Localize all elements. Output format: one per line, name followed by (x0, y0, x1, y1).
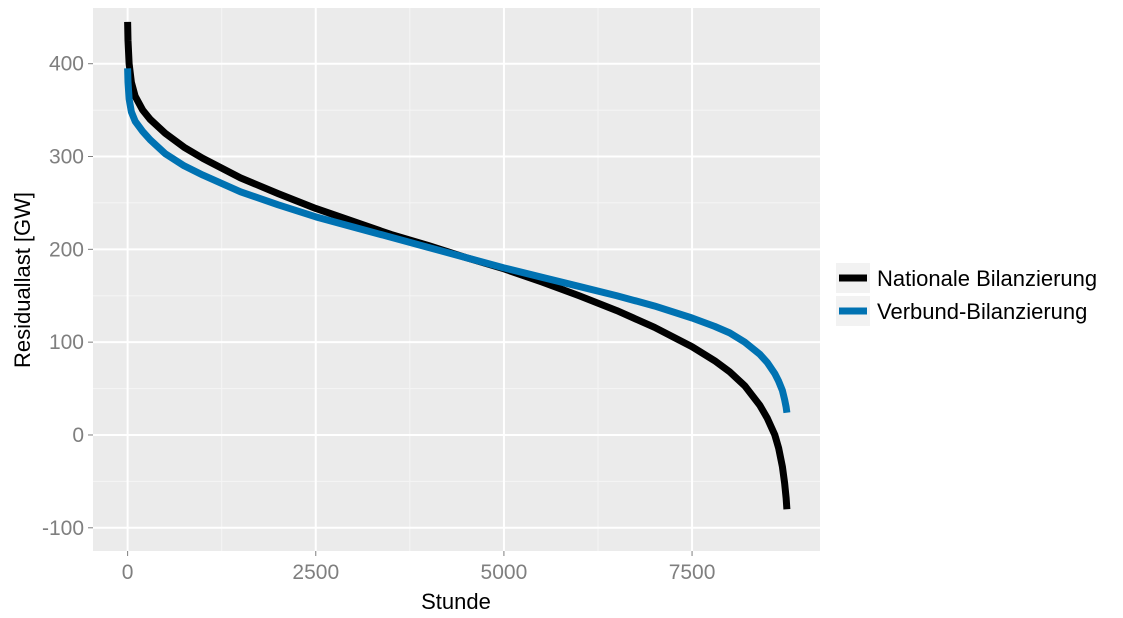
y-tick-label: -100 (42, 517, 84, 540)
legend: Nationale Bilanzierung Verbund-Bilanzieru… (836, 263, 1097, 326)
x-tick-label: 7500 (669, 561, 716, 584)
y-tick-label: 200 (49, 238, 84, 261)
y-tick-label: 300 (49, 146, 84, 169)
x-tick-label: 2500 (292, 561, 339, 584)
x-axis-title: Stunde (421, 589, 491, 613)
plot-panel (93, 8, 820, 551)
y-tick-label: 100 (49, 331, 84, 354)
y-tick-label: 400 (49, 53, 84, 76)
series-line-2 (124, 68, 791, 414)
y-tick-label: 0 (72, 424, 84, 447)
series-lines (124, 21, 791, 510)
legend-label: Nationale Bilanzierung (877, 266, 1097, 291)
grid-lines (93, 8, 820, 551)
legend-label: Verbund-Bilanzierung (877, 299, 1087, 324)
x-tick-label: 5000 (481, 561, 528, 584)
x-axis-ticks: 0 2500 5000 7500 (122, 551, 716, 584)
x-tick-label: 0 (122, 561, 134, 584)
y-axis-ticks: -100 0 100 200 300 400 (42, 53, 93, 540)
y-axis-title: Residuallast [GW] (10, 192, 35, 368)
